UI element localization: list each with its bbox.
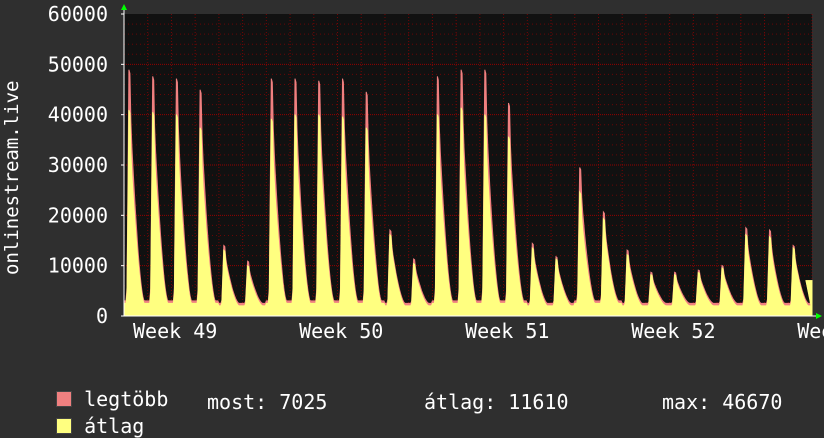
avg-swatch xyxy=(56,418,73,434)
legend-max-label: legtöbb xyxy=(84,387,169,411)
y-tick-label: 50000 xyxy=(48,52,108,76)
x-axis-arrow xyxy=(816,313,822,319)
y-tick-labels: 0 10000 20000 30000 40000 50000 60000 xyxy=(48,2,108,328)
y-tick-label: 20000 xyxy=(48,203,108,227)
x-tick-label: Week 50 xyxy=(299,319,383,343)
y-tick-label: 40000 xyxy=(48,103,108,127)
x-tick-label: Week 49 xyxy=(133,319,217,343)
series-layer xyxy=(123,69,813,317)
x-tick-label: Week xyxy=(797,319,824,343)
x-tick-label: Week 52 xyxy=(631,319,715,343)
y-tick-label: 10000 xyxy=(48,254,108,278)
legend-item-avg: átlag xyxy=(32,390,144,438)
stat-now: most: 7025 xyxy=(207,390,328,414)
y-tick-label: 60000 xyxy=(48,2,108,26)
x-tick-label: Week 51 xyxy=(465,319,549,343)
y-axis-arrow xyxy=(121,4,127,10)
legend-avg-label: átlag xyxy=(84,414,145,438)
x-tick-labels: Week 49 Week 50 Week 51 Week 52 Week xyxy=(133,319,824,343)
y-tick-label: 30000 xyxy=(48,153,108,177)
legend-item-max: legtöbb xyxy=(32,363,168,411)
y-axis-label: onlinestream.live xyxy=(1,81,23,275)
stat-max: max: 46670 xyxy=(662,390,783,414)
series-area-atlag xyxy=(123,107,813,317)
y-tick-label: 0 xyxy=(96,304,108,328)
axes xyxy=(121,4,822,319)
max-swatch xyxy=(56,391,73,407)
stat-avg: átlag: 11610 xyxy=(424,390,569,414)
